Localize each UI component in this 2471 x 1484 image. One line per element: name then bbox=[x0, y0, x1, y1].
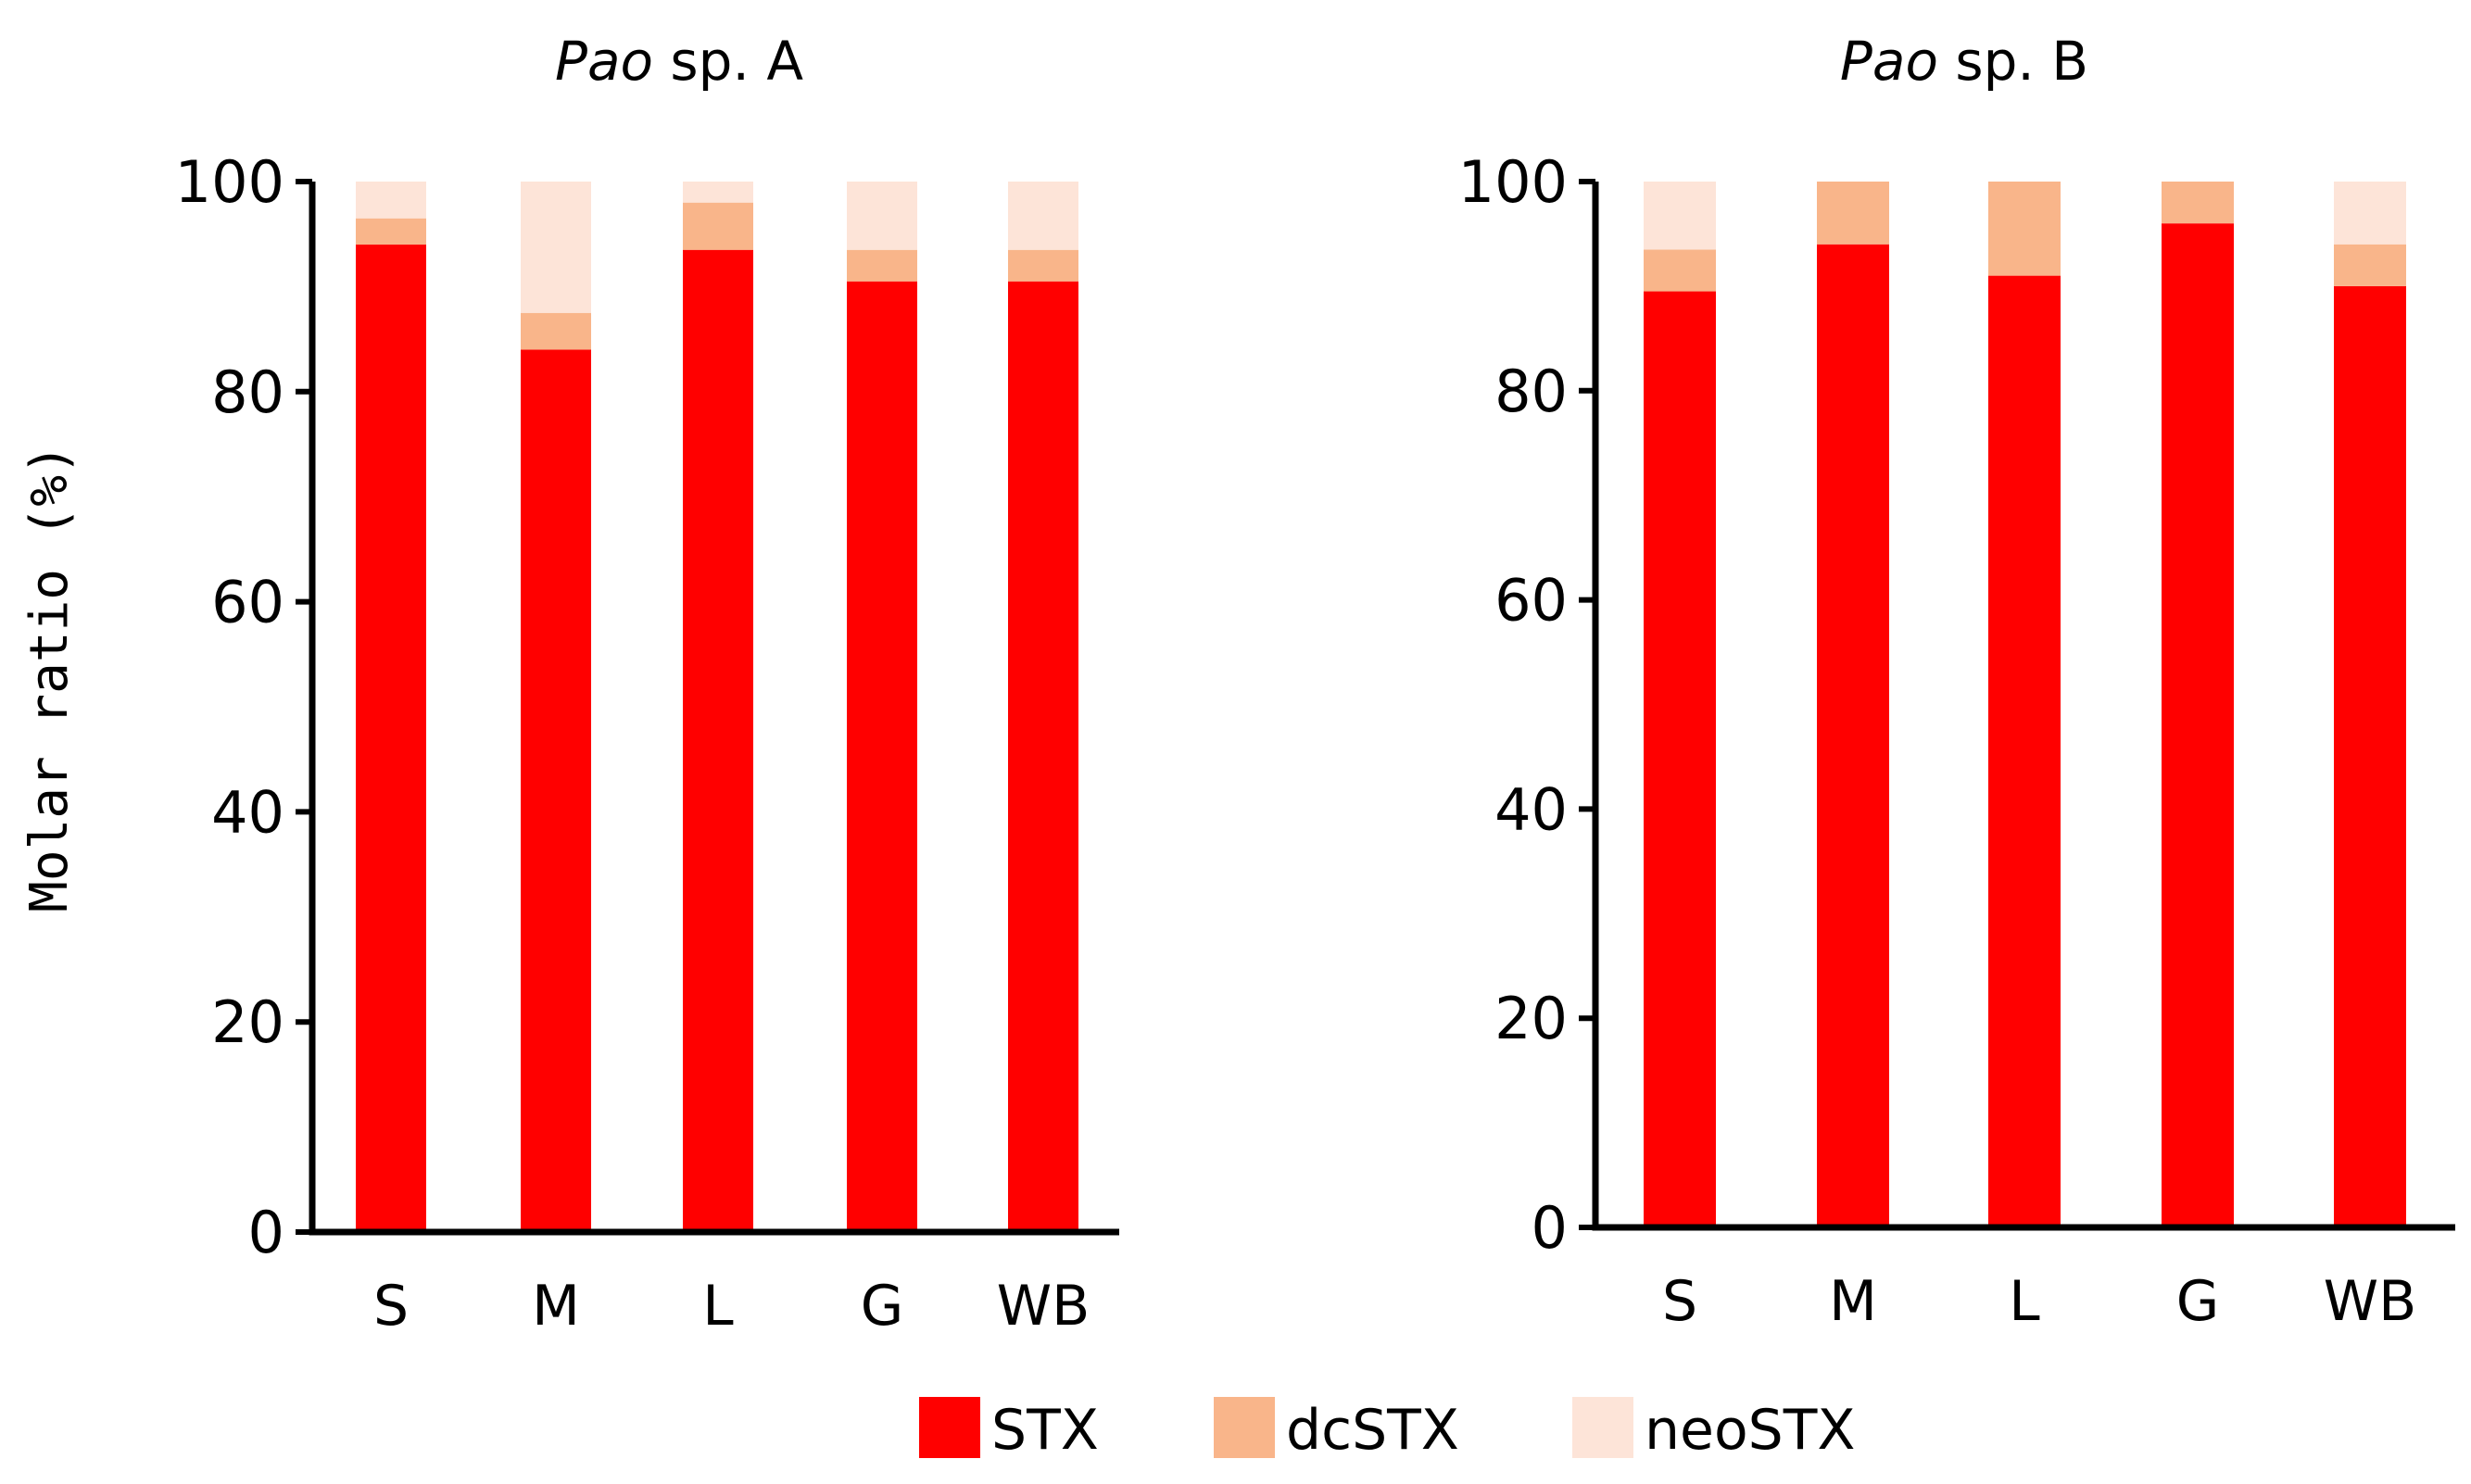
x-categories-sp-a: S M L G WB bbox=[373, 1274, 1090, 1339]
y-tick-label-sp-a-60: 60 bbox=[211, 569, 284, 636]
bars-sp-b bbox=[1644, 182, 2406, 1227]
x-tick-label-sp-b-m: M bbox=[1829, 1269, 1877, 1334]
x-tick-label-sp-a-s: S bbox=[373, 1274, 409, 1339]
bar-sp-b-m-dcstx bbox=[1817, 182, 1889, 245]
bar-sp-b-wb-stx bbox=[2334, 285, 2406, 1227]
bar-sp-b-l-dcstx bbox=[1988, 182, 2061, 276]
y-tick-label-sp-b-20: 20 bbox=[1494, 985, 1568, 1052]
y-tick-label-sp-a-100: 100 bbox=[175, 148, 284, 216]
legend-label-neostx: neoSTX bbox=[1645, 1398, 1856, 1463]
y-tick-label-sp-b-100: 100 bbox=[1458, 148, 1568, 216]
bar-sp-b-m-stx bbox=[1817, 244, 1889, 1227]
bar-sp-a-s-dcstx bbox=[356, 218, 426, 245]
chart-title-sp-a: Pao sp. A bbox=[555, 30, 803, 93]
x-tick-label-sp-b-l: L bbox=[2009, 1269, 2040, 1334]
y-ticks-sp-b: 0 20 40 60 80 100 bbox=[1458, 148, 1595, 1262]
bar-sp-a-g-stx bbox=[847, 281, 917, 1233]
chart-panel-sp-a: Pao sp. A Molar ratio (%) 0 20 40 60 80 100 S… bbox=[19, 30, 1119, 1339]
y-tick-label-sp-a-80: 80 bbox=[211, 358, 284, 426]
bar-sp-a-wb-neostx bbox=[1008, 182, 1078, 250]
y-tick-label-sp-b-0: 0 bbox=[1532, 1194, 1568, 1262]
y-tick-label-sp-b-60: 60 bbox=[1494, 567, 1568, 635]
y-tick-label-sp-a-0: 0 bbox=[248, 1199, 284, 1266]
y-axis-label: Molar ratio (%) bbox=[19, 444, 80, 912]
legend: STX dcSTX neoSTX bbox=[919, 1397, 1856, 1463]
bar-sp-a-wb-dcstx bbox=[1008, 249, 1078, 282]
y-tick-label-sp-b-40: 40 bbox=[1494, 775, 1568, 843]
y-ticks-sp-a: 0 20 40 60 80 100 bbox=[175, 148, 312, 1266]
chart-panel-sp-b: Pao sp. B 0 20 40 60 80 100 S M L G WB bbox=[1458, 30, 2455, 1334]
bars-sp-a bbox=[356, 182, 1078, 1233]
axes-sp-a bbox=[309, 182, 1119, 1236]
bar-sp-a-m-neostx bbox=[521, 182, 591, 313]
bar-sp-a-l-neostx bbox=[683, 182, 753, 203]
x-tick-label-sp-b-wb: WB bbox=[2324, 1269, 2417, 1334]
chart-title-sp-b: Pao sp. B bbox=[1840, 30, 2088, 93]
legend-swatch-dcstx bbox=[1214, 1397, 1275, 1458]
bar-sp-b-s-stx bbox=[1644, 291, 1716, 1227]
axes-sp-b bbox=[1592, 182, 2455, 1231]
x-tick-label-sp-a-wb: WB bbox=[997, 1274, 1091, 1339]
bar-sp-a-m-stx bbox=[521, 349, 591, 1232]
bar-sp-b-wb-dcstx bbox=[2334, 244, 2406, 286]
bar-sp-a-wb-stx bbox=[1008, 281, 1078, 1233]
y-tick-label-sp-b-80: 80 bbox=[1494, 358, 1568, 425]
bar-sp-b-s-neostx bbox=[1644, 182, 1716, 250]
bar-sp-a-s-neostx bbox=[356, 182, 426, 219]
x-tick-label-sp-a-m: M bbox=[532, 1274, 580, 1339]
x-tick-label-sp-a-g: G bbox=[861, 1274, 904, 1339]
x-tick-label-sp-a-l: L bbox=[702, 1274, 734, 1339]
bar-sp-b-g-stx bbox=[2162, 223, 2234, 1227]
bar-sp-a-g-neostx bbox=[847, 182, 917, 250]
legend-swatch-stx bbox=[919, 1397, 980, 1458]
bar-sp-b-g-dcstx bbox=[2162, 182, 2234, 224]
bar-sp-a-g-dcstx bbox=[847, 249, 917, 282]
bar-sp-a-l-dcstx bbox=[683, 202, 753, 250]
bar-sp-b-wb-neostx bbox=[2334, 182, 2406, 245]
legend-label-dcstx: dcSTX bbox=[1286, 1398, 1459, 1463]
bar-sp-a-s-stx bbox=[356, 245, 426, 1232]
x-tick-label-sp-b-s: S bbox=[1662, 1269, 1697, 1334]
bar-sp-b-l-stx bbox=[1988, 275, 2061, 1227]
legend-swatch-neostx bbox=[1572, 1397, 1633, 1458]
bar-sp-a-l-stx bbox=[683, 249, 753, 1233]
y-tick-label-sp-a-20: 20 bbox=[211, 988, 284, 1056]
bar-sp-a-m-dcstx bbox=[521, 312, 591, 350]
y-tick-label-sp-a-40: 40 bbox=[211, 778, 284, 846]
x-tick-label-sp-b-g: G bbox=[2176, 1269, 2220, 1334]
legend-label-stx: STX bbox=[991, 1398, 1099, 1463]
bar-sp-b-s-dcstx bbox=[1644, 249, 1716, 292]
x-categories-sp-b: S M L G WB bbox=[1662, 1269, 2416, 1334]
